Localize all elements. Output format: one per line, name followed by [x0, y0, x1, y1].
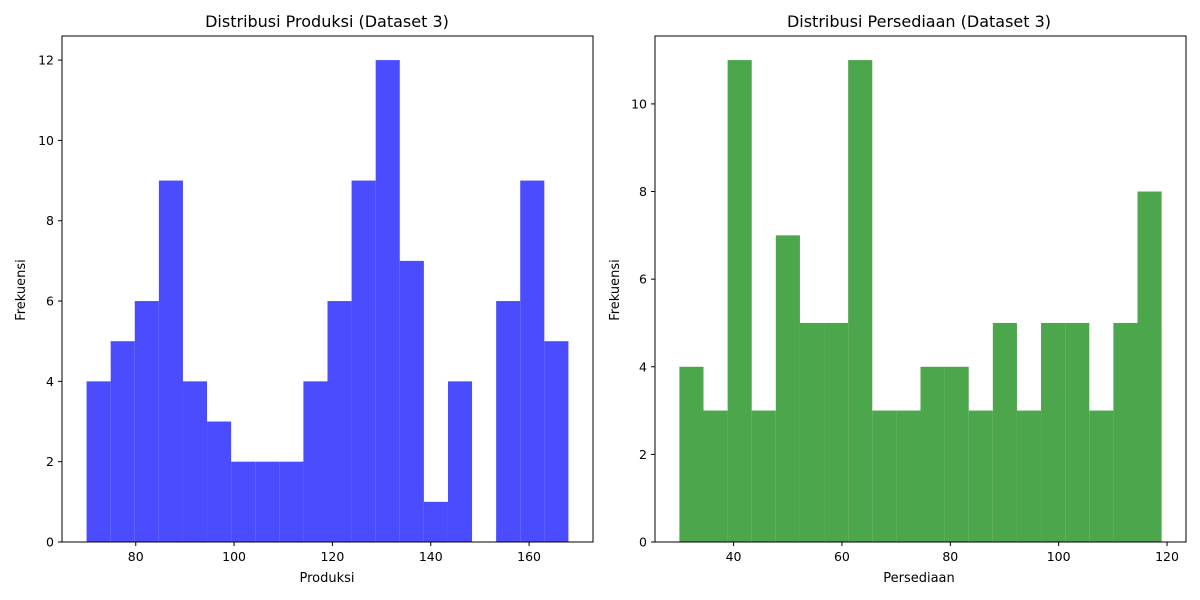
- histogram-bar: [1065, 322, 1090, 542]
- histogram-bar: [327, 301, 352, 542]
- x-tick-label: 120: [1155, 549, 1179, 564]
- y-tick-label: 8: [639, 184, 647, 199]
- histogram-bar: [992, 322, 1017, 542]
- histogram-bar: [351, 180, 376, 543]
- y-tick-label: 6: [639, 272, 647, 287]
- chart-title: Distribusi Persediaan (Dataset 3): [787, 12, 1051, 31]
- histogram-bar: [896, 410, 921, 542]
- x-tick-label: 80: [942, 549, 958, 564]
- x-tick-label: 140: [419, 549, 443, 564]
- chart-produksi: Distribusi Produksi (Dataset 3) Produksi…: [14, 12, 594, 586]
- chart-persediaan: Distribusi Persediaan (Dataset 3) Persed…: [608, 12, 1187, 586]
- y-axis-label: Frekuensi: [14, 259, 29, 321]
- y-tick-label: 10: [38, 133, 54, 148]
- histogram-bar: [1137, 191, 1162, 542]
- y-tick-label: 6: [46, 294, 54, 309]
- histogram-bar: [1041, 322, 1066, 542]
- histogram-bar: [968, 410, 993, 542]
- histogram-bar: [1089, 410, 1114, 542]
- x-tick-label: 80: [128, 549, 144, 564]
- chart-title: Distribusi Produksi (Dataset 3): [205, 12, 449, 31]
- histogram-bar: [775, 235, 800, 543]
- histogram-bar: [520, 180, 545, 543]
- histogram-bar: [872, 410, 897, 542]
- x-tick-label: 100: [222, 549, 246, 564]
- x-tick-label: 60: [834, 549, 850, 564]
- y-tick-label: 12: [38, 53, 54, 68]
- histogram-bar: [703, 410, 728, 542]
- y-tick-label: 0: [639, 535, 647, 550]
- plot-frame: [654, 35, 1187, 543]
- y-tick-label: 4: [46, 374, 54, 389]
- y-axis-label: Frekuensi: [608, 259, 623, 321]
- histogram-bar: [399, 260, 424, 542]
- histogram-bar: [1016, 410, 1042, 542]
- histogram-bar: [182, 381, 208, 542]
- x-tick-label: 100: [1047, 549, 1071, 564]
- y-tick-label: 4: [639, 359, 647, 374]
- histogram-bar: [679, 366, 704, 542]
- x-axis-label: Persediaan: [883, 571, 955, 586]
- y-tick-label: 8: [46, 213, 54, 228]
- histogram-bar: [134, 301, 159, 542]
- x-tick-label: 40: [726, 549, 742, 564]
- histogram-bar: [207, 421, 232, 542]
- histogram-bar: [751, 410, 776, 542]
- y-tick-label: 10: [631, 96, 647, 111]
- x-tick-label: 160: [517, 549, 541, 564]
- y-tick-label: 2: [639, 447, 647, 462]
- histogram-bar: [544, 341, 569, 542]
- histogram-bar: [423, 501, 448, 542]
- histogram-bar: [447, 381, 473, 542]
- histogram-bar: [375, 60, 400, 542]
- plot-frame: [61, 35, 594, 543]
- histogram-bar: [110, 341, 135, 542]
- histogram-bar: [824, 322, 849, 542]
- histogram-bar: [944, 366, 969, 542]
- x-axis-label: Produksi: [299, 571, 354, 586]
- histogram-bar: [303, 381, 328, 542]
- histogram-bar: [920, 366, 945, 542]
- histogram-bar: [231, 461, 256, 542]
- histogram-bar: [279, 461, 304, 542]
- histogram-bar: [496, 301, 521, 542]
- x-tick-label: 120: [320, 549, 344, 564]
- histogram-bar: [727, 60, 752, 542]
- histogram-bar: [848, 60, 873, 542]
- histogram-bar: [86, 381, 111, 542]
- histogram-bar: [158, 180, 183, 543]
- y-tick-label: 0: [46, 535, 54, 550]
- histogram-bar: [1113, 322, 1138, 542]
- histogram-bar: [255, 461, 280, 542]
- y-tick-label: 2: [46, 454, 54, 469]
- histogram-bar: [799, 322, 825, 542]
